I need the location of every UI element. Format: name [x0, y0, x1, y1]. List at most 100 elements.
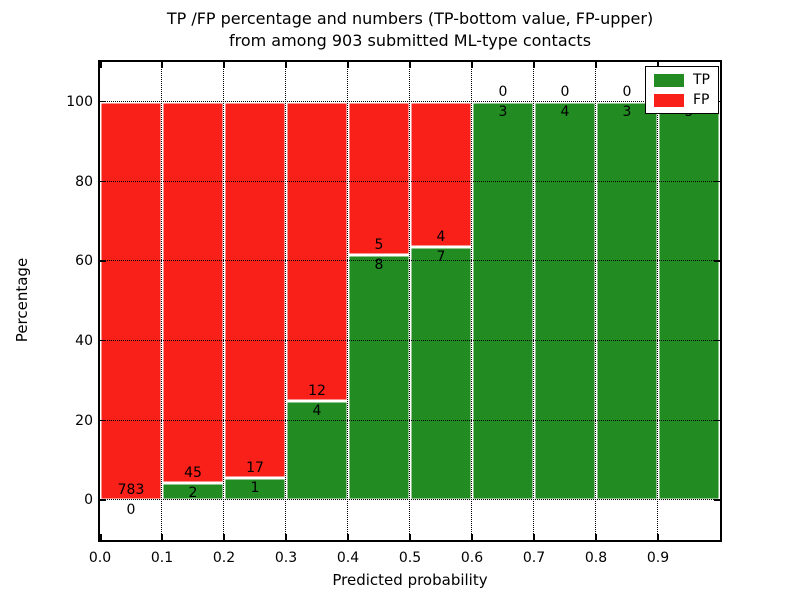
x-tick-mark: [347, 62, 349, 68]
gridline-horizontal: [100, 100, 720, 102]
x-tick-mark: [100, 62, 102, 68]
x-tick-mark: [161, 534, 163, 540]
x-tick-mark: [533, 534, 535, 540]
chart-title: TP /FP percentage and numbers (TP-bottom…: [100, 8, 720, 52]
tp-count-label: 0: [126, 502, 136, 519]
tick-marks-layer: [100, 62, 720, 540]
bar-fp-segment: [410, 101, 472, 247]
gridline-vertical: [223, 62, 224, 540]
y-tick-mark: [100, 180, 106, 182]
bar-fp-segment: [348, 101, 410, 256]
tp-swatch: [654, 73, 684, 87]
bar-tp-segment: [658, 101, 720, 501]
y-tick-label: 60: [75, 253, 93, 270]
bar-tp-segment: [472, 101, 534, 501]
x-tick-label: 0.8: [584, 550, 608, 566]
gridline-vertical: [657, 62, 658, 540]
gridline-vertical: [285, 62, 286, 540]
gridline-horizontal: [100, 339, 720, 341]
y-tick-label: 0: [84, 492, 93, 509]
chart-title-line1: TP /FP percentage and numbers (TP-bottom…: [166, 9, 654, 28]
gridline-vertical: [533, 62, 534, 540]
bar-tp-segment: [534, 101, 596, 501]
x-tick-label: 0.6: [460, 550, 484, 566]
bar-tp-segment: [286, 400, 348, 501]
fp-swatch: [654, 93, 684, 107]
fp-count-label: 783: [117, 482, 145, 499]
y-axis-label: Percentage: [13, 257, 31, 343]
gridline-horizontal: [100, 180, 720, 182]
bar-tp-segment: [596, 101, 658, 501]
fp-count-label: 17: [246, 460, 264, 477]
y-tick-mark: [100, 339, 106, 342]
legend-item-label: FP: [693, 92, 710, 108]
tp-count-label: 1: [250, 480, 260, 497]
x-tick-mark: [471, 62, 473, 68]
x-tick-mark: [347, 534, 349, 540]
x-tick-label: 0.1: [150, 550, 174, 566]
y-tick-label: 20: [75, 412, 93, 429]
y-tick-label: 80: [75, 173, 93, 190]
legend-item: FP: [654, 93, 710, 107]
x-tick-mark: [223, 534, 225, 540]
legend-item: TP: [654, 73, 710, 87]
y-tick-mark: [100, 419, 106, 421]
x-tick-label: 0.9: [646, 550, 670, 566]
fp-count-label: 0: [498, 83, 508, 100]
legend-item-label: TP: [693, 72, 710, 88]
x-tick-mark: [223, 62, 225, 68]
x-tick-mark: [533, 62, 535, 68]
y-tick-mark: [714, 339, 720, 342]
y-tick-mark: [100, 499, 106, 501]
tp-count-label: 2: [188, 485, 198, 502]
x-tick-mark: [409, 534, 411, 540]
x-tick-mark: [409, 62, 411, 68]
chart-title-line2: from among 903 submitted ML-type contact…: [228, 31, 592, 50]
y-tick-mark: [714, 499, 720, 501]
fp-count-label: 0: [560, 83, 570, 100]
tp-count-label: 7: [436, 248, 446, 265]
tp-count-label: 4: [560, 103, 570, 120]
y-tick-mark: [714, 260, 720, 262]
fp-count-label: 5: [374, 237, 384, 254]
x-tick-mark: [595, 534, 597, 540]
x-tick-mark: [657, 534, 659, 540]
x-tick-mark: [285, 534, 287, 540]
grid-layer: [100, 62, 720, 540]
bar-tp-segment: [348, 255, 410, 501]
tp-count-label: 3: [498, 103, 508, 120]
bar-fp-segment: [100, 101, 162, 501]
gridline-vertical: [347, 62, 348, 540]
x-tick-mark: [471, 534, 473, 540]
tp-count-label: 8: [374, 257, 384, 274]
y-tick-mark: [714, 419, 720, 421]
gridline-vertical: [409, 62, 410, 540]
x-tick-mark: [657, 62, 659, 68]
x-tick-label: 0.0: [88, 550, 112, 566]
x-tick-label: 0.7: [522, 550, 546, 566]
fp-count-label: 0: [622, 83, 632, 100]
bar-tp-segment: [224, 478, 286, 501]
fp-count-label: 12: [308, 382, 326, 399]
y-tick-label: 100: [66, 93, 93, 110]
gridline-horizontal: [100, 419, 720, 421]
fp-count-label: 45: [184, 465, 202, 482]
tp-count-label: 3: [622, 103, 632, 120]
x-tick-mark: [100, 534, 102, 540]
bar-tp-segment: [162, 483, 224, 501]
x-tick-label: 0.4: [336, 550, 360, 566]
bar-tp-segment: [410, 246, 472, 501]
x-tick-label: 0.5: [398, 550, 422, 566]
gridline-horizontal: [100, 260, 720, 262]
annotations-layer: 7830452171124584703040305: [100, 62, 720, 540]
x-tick-mark: [161, 62, 163, 68]
bars-layer: [100, 62, 720, 540]
x-axis-label: Predicted probability: [332, 571, 488, 589]
gridline-vertical: [595, 62, 596, 540]
x-tick-mark: [285, 62, 287, 68]
y-tick-label: 40: [75, 332, 93, 349]
y-tick-mark: [100, 260, 106, 262]
x-tick-label: 0.3: [274, 550, 298, 566]
